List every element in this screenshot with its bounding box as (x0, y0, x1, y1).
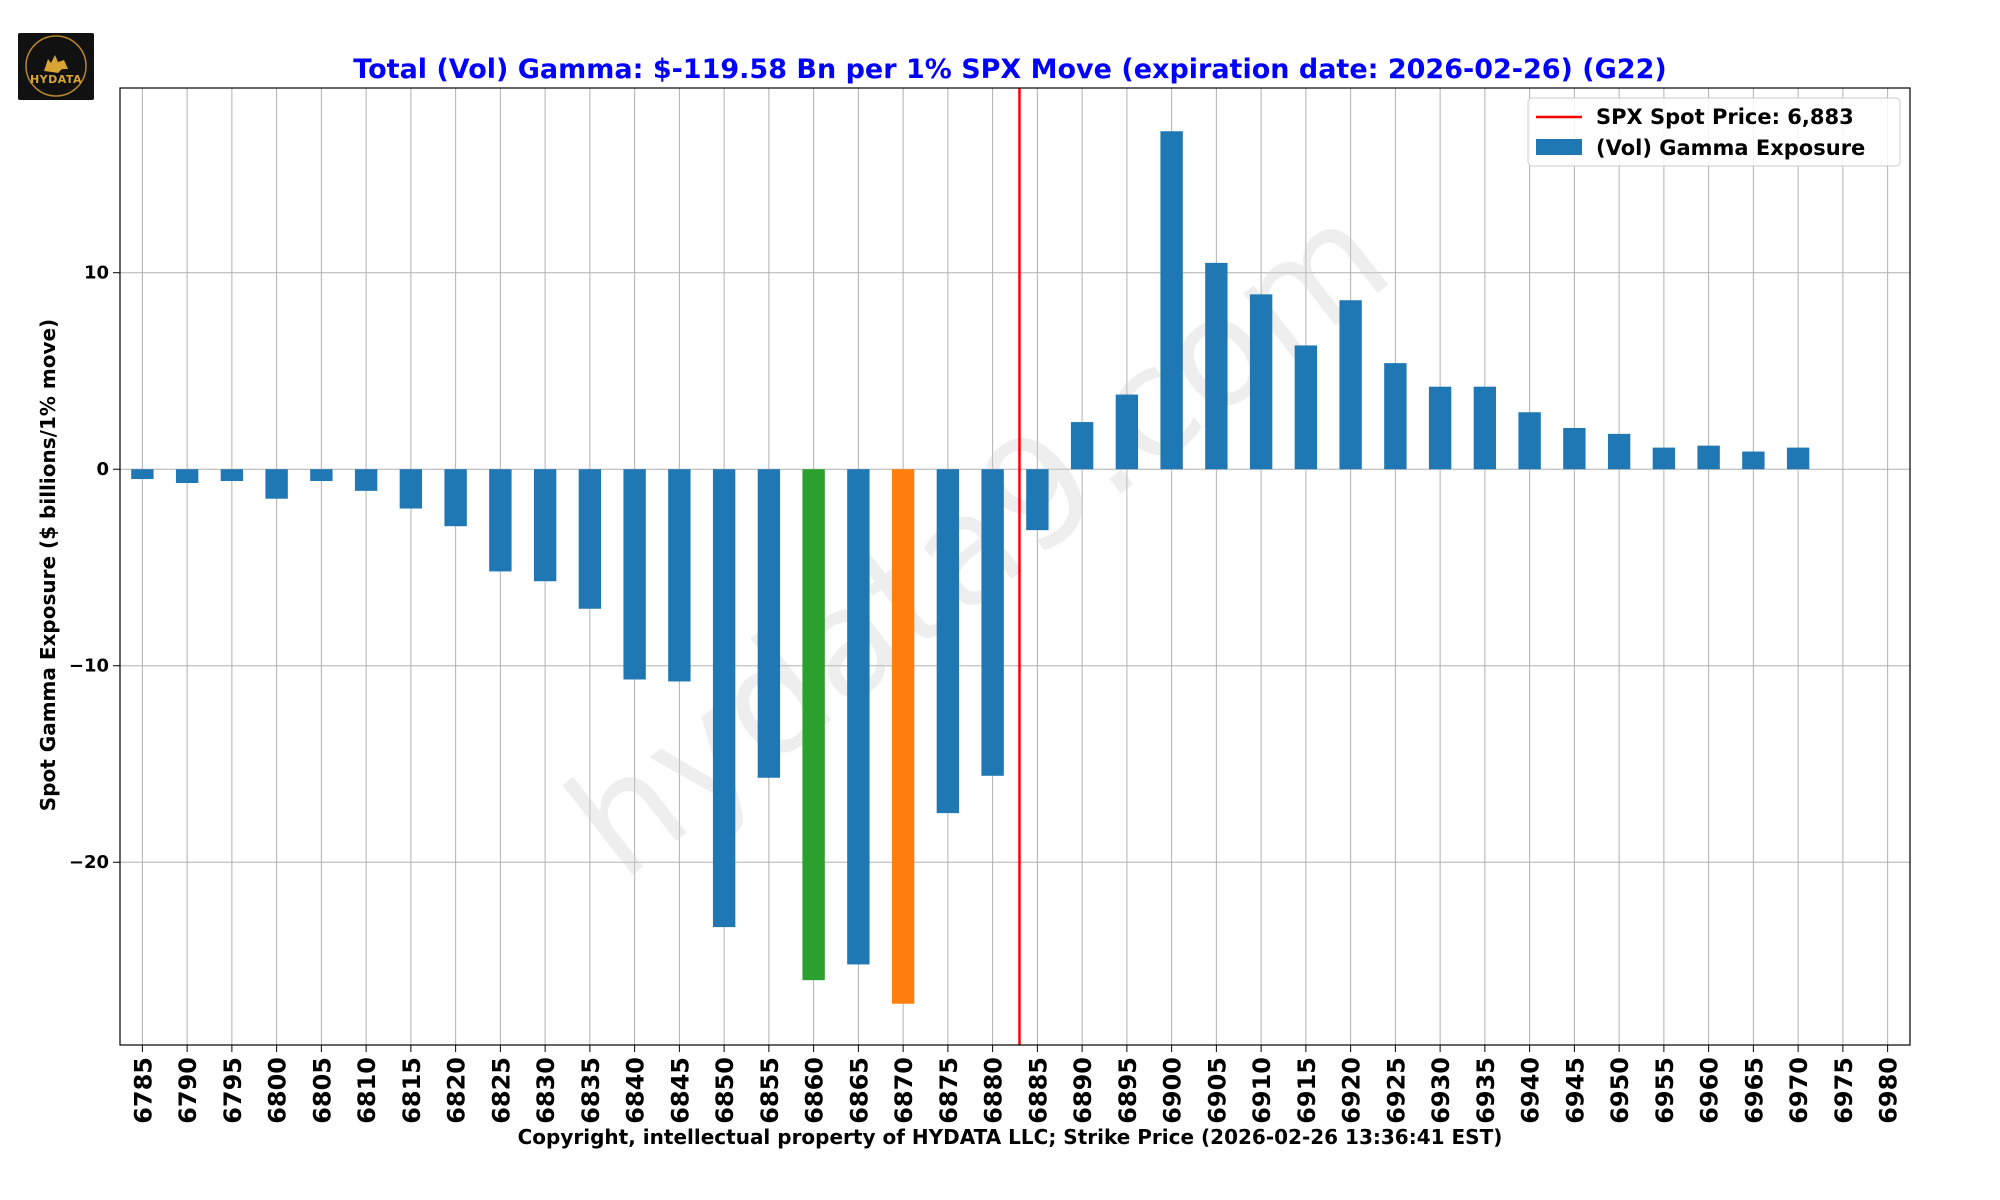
x-tick-label: 6815 (398, 1057, 426, 1124)
bar-6880 (981, 469, 1004, 776)
bar-6875 (936, 469, 960, 814)
x-tick-label: 6930 (1427, 1057, 1455, 1124)
wolf-emblem-icon (25, 35, 87, 97)
x-tick-label: 6890 (1069, 1057, 1097, 1124)
x-tick-label: 6955 (1651, 1057, 1679, 1124)
bar-6815 (399, 469, 423, 509)
x-tick-label: 6950 (1606, 1057, 1634, 1124)
bar-6935 (1473, 386, 1497, 470)
bar-6950 (1607, 433, 1631, 470)
bar-6840 (623, 469, 646, 680)
x-tick-label: 6935 (1472, 1057, 1500, 1124)
x-tick-label: 6915 (1293, 1057, 1321, 1124)
x-tick-label: 6840 (622, 1057, 650, 1124)
bar-6895 (1115, 394, 1139, 470)
x-tick-label: 6980 (1875, 1057, 1903, 1124)
bar-6965 (1742, 451, 1765, 470)
x-tick-label: 6805 (308, 1057, 336, 1124)
x-tick-label: 6880 (980, 1057, 1008, 1124)
x-tick-label: 6855 (756, 1057, 784, 1124)
y-axis-label: Spot Gamma Exposure ($ billions/1% move) (36, 319, 60, 811)
x-tick-label: 6830 (532, 1057, 560, 1124)
bar-6955 (1652, 447, 1676, 470)
bar-6855 (757, 469, 781, 778)
x-tick-label: 6820 (443, 1057, 471, 1124)
x-tick-label: 6810 (353, 1057, 381, 1124)
bar-6835 (578, 469, 602, 609)
bar-6900 (1160, 131, 1183, 470)
bar-6885 (1026, 469, 1049, 531)
bar-6850 (712, 469, 736, 928)
y-tick-label: 0 (96, 459, 109, 480)
x-tick-label: 6795 (219, 1057, 247, 1124)
x-tick-label: 6845 (666, 1057, 694, 1124)
x-axis-label: Copyright, intellectual property of HYDA… (518, 1125, 1503, 1149)
bar-6825 (489, 469, 512, 572)
y-tick-label: −20 (69, 852, 109, 873)
bar-6940 (1518, 412, 1541, 470)
hydata-logo: HYDATA (18, 33, 94, 100)
x-tick-label: 6900 (1159, 1057, 1187, 1124)
x-tick-label: 6945 (1561, 1057, 1589, 1124)
x-tick-label: 6975 (1830, 1057, 1858, 1124)
bar-6905 (1205, 262, 1228, 470)
x-tick-label: 6875 (935, 1057, 963, 1124)
legend-gamma-swatch (1536, 139, 1582, 155)
bar-6795 (220, 469, 244, 482)
bar-6945 (1563, 427, 1586, 470)
bar-6845 (668, 469, 691, 682)
x-tick-label: 6940 (1517, 1057, 1545, 1124)
bar-6810 (354, 469, 378, 491)
y-tick-label: −10 (69, 656, 109, 677)
bars (131, 131, 1810, 1004)
x-tick-label: 6865 (845, 1057, 873, 1124)
x-tick-label: 6835 (577, 1057, 605, 1124)
x-tick-label: 6785 (129, 1057, 157, 1124)
bar-6785 (131, 469, 154, 480)
bar-6925 (1384, 363, 1407, 470)
logo-text: HYDATA (29, 73, 83, 86)
bar-6865 (847, 469, 870, 965)
x-tick-label: 6970 (1785, 1057, 1813, 1124)
x-tick-label: 6790 (174, 1057, 202, 1124)
bar-6970 (1786, 447, 1810, 470)
chart-title: Total (Vol) Gamma: $-119.58 Bn per 1% SP… (353, 54, 1666, 85)
bar-6920 (1339, 300, 1362, 470)
ticks: 6785 6790 6795 6800 6805 6810 6815 6820 6825 6830… (69, 263, 1903, 1124)
x-tick-label: 6920 (1338, 1057, 1366, 1124)
bar-6805 (310, 469, 333, 482)
x-tick-label: 6885 (1024, 1057, 1052, 1124)
x-tick-label: 6925 (1382, 1057, 1410, 1124)
bar-6915 (1294, 345, 1318, 470)
x-tick-label: 6825 (487, 1057, 515, 1124)
x-tick-label: 6960 (1696, 1057, 1724, 1124)
legend: SPX Spot Price: 6,883 (Vol) Gamma Exposur… (1527, 97, 1901, 167)
x-tick-label: 6800 (264, 1057, 292, 1124)
bar-6870 (891, 469, 915, 1004)
y-tick-label: 10 (84, 263, 109, 284)
x-tick-label: 6860 (801, 1057, 829, 1124)
x-tick-label: 6870 (890, 1057, 918, 1124)
bar-6890 (1070, 422, 1094, 470)
bar-6860 (802, 469, 825, 981)
bar-6830 (533, 469, 557, 582)
x-tick-label: 6910 (1248, 1057, 1276, 1124)
x-tick-label: 6850 (711, 1057, 739, 1124)
bar-6790 (175, 469, 199, 483)
bar-6960 (1697, 445, 1720, 470)
bar-6820 (444, 469, 467, 527)
x-tick-label: 6895 (1114, 1057, 1142, 1124)
x-tick-label: 6905 (1203, 1057, 1231, 1124)
plot-frame (119, 87, 1911, 1046)
bar-6910 (1249, 294, 1273, 470)
legend-box (1527, 97, 1901, 167)
bar-6930 (1428, 386, 1452, 470)
bar-6800 (265, 469, 288, 499)
legend-spot-label: SPX Spot Price: 6,883 (1596, 105, 1854, 129)
x-tick-label: 6965 (1740, 1057, 1768, 1124)
legend-gamma-label: (Vol) Gamma Exposure (1596, 136, 1865, 160)
